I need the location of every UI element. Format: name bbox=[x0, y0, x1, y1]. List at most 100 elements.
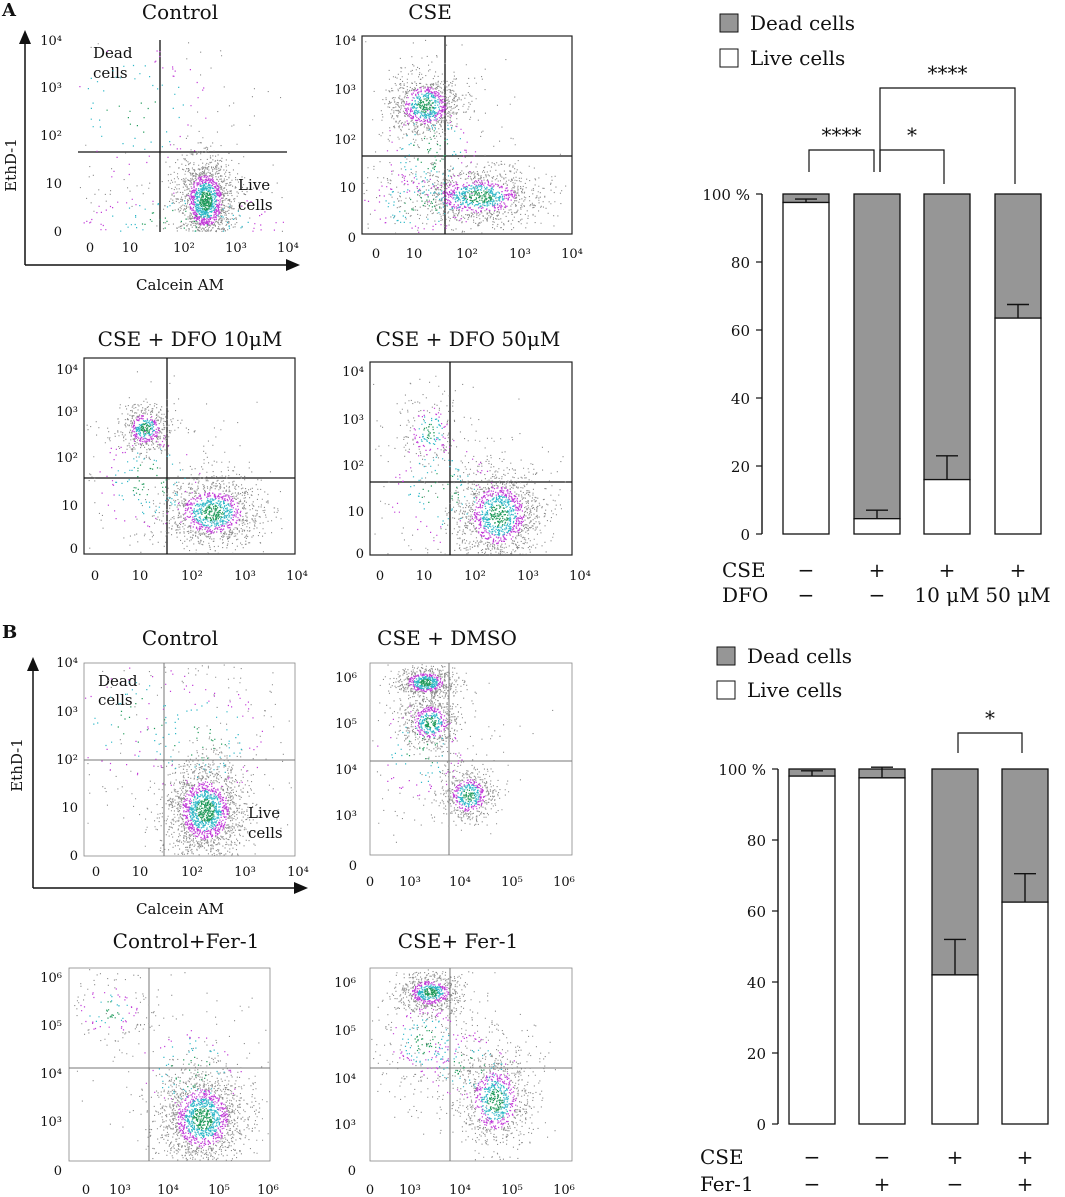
x-tick-1: 10 bbox=[416, 569, 433, 584]
condition-value: − bbox=[798, 583, 815, 607]
legend-swatch-dead bbox=[719, 13, 739, 33]
flow-b-cse-fer1-scatter bbox=[371, 969, 556, 1161]
y-tick-2: 10⁴ bbox=[335, 763, 357, 778]
legend-label-live: Live cells bbox=[750, 46, 845, 70]
flow-b-cse-fer1: CSE+ Fer-1 10⁶ 10⁵ 10⁴ 10³ 0 0 10³ 10⁴ 1… bbox=[334, 929, 575, 1197]
flow-b-control: Control EthD-1 Calcein AM Dead cells Liv… bbox=[8, 626, 309, 918]
x-tick-1: 10 bbox=[132, 569, 149, 584]
x-tick-0: 0 bbox=[376, 569, 384, 584]
bar-live-segment bbox=[931, 974, 979, 1125]
flow-b-xlabel: Calcein AM bbox=[136, 900, 224, 918]
x-tick-1: 10 bbox=[406, 247, 423, 262]
flow-a-dfo10: CSE + DFO 10μM 10⁴ 10³ 10² 10 0 0 10 10²… bbox=[56, 327, 308, 584]
bar-live-segment bbox=[853, 518, 901, 535]
y-tick-label: 100 % bbox=[702, 186, 750, 204]
scatter-events bbox=[372, 664, 554, 843]
y-tick-3: 10⁵ bbox=[40, 1019, 62, 1034]
y-tick-3: 10³ bbox=[56, 405, 78, 420]
x-tick-2: 10² bbox=[181, 569, 203, 584]
y-tick-1: 10 bbox=[61, 801, 78, 816]
y-tick-label: 80 bbox=[731, 254, 750, 272]
flow-a-control: Control EthD-1 Calcein AM Dead cells Liv… bbox=[2, 0, 300, 294]
flow-b-cse-dmso-title: CSE + DMSO bbox=[377, 626, 517, 650]
bar-live-segment bbox=[994, 317, 1042, 535]
significance-label: * bbox=[985, 706, 995, 730]
x-tick-0: 0 bbox=[92, 865, 100, 880]
flow-a-control-scatter bbox=[79, 42, 284, 233]
flow-a-ylabel: EthD-1 bbox=[2, 138, 20, 192]
scatter-density bbox=[132, 422, 224, 522]
y-tick-4: 10⁴ bbox=[40, 34, 62, 49]
y-tick-4: 10⁴ bbox=[342, 365, 364, 380]
flow-a-dfo50: CSE + DFO 50μM 10⁴ 10³ 10² 10 0 0 10 10²… bbox=[342, 327, 591, 584]
x-tick-3: 10³ bbox=[234, 569, 256, 584]
scatter-events bbox=[86, 371, 283, 554]
y-tick-2: 10² bbox=[334, 133, 356, 148]
flow-b-control-scatter bbox=[85, 664, 292, 856]
y-tick-0: 0 bbox=[349, 859, 357, 874]
significance-label: **** bbox=[928, 61, 968, 85]
x-tick-4: 10⁶ bbox=[257, 1183, 279, 1197]
bar-dead-segment bbox=[853, 193, 901, 520]
x-tick-2: 10² bbox=[456, 247, 478, 262]
x-tick-0: 0 bbox=[366, 1183, 374, 1197]
significance-bracket bbox=[808, 149, 875, 172]
scatter-events bbox=[373, 375, 572, 556]
y-tick-1: 10 bbox=[61, 499, 78, 514]
x-tick-0: 0 bbox=[82, 1183, 90, 1197]
x-tick-4: 10⁴ bbox=[287, 865, 309, 880]
panel-label-a: A bbox=[1, 0, 17, 21]
x-tick-2: 10² bbox=[464, 569, 486, 584]
x-tick-4: 10⁴ bbox=[569, 569, 591, 584]
quadrant-live-label-2: cells bbox=[248, 824, 283, 842]
bar-live-segment bbox=[858, 777, 906, 1125]
condition-value: − bbox=[947, 1172, 964, 1196]
condition-value: 10 μM bbox=[914, 583, 979, 607]
y-tick-3: 10³ bbox=[40, 81, 62, 96]
x-tick-4: 10⁶ bbox=[553, 875, 575, 890]
scatter-density bbox=[385, 92, 504, 224]
flow-b-control-fer1-scatter bbox=[74, 969, 269, 1162]
y-tick-0: 0 bbox=[70, 849, 78, 864]
x-tick-2: 10⁴ bbox=[449, 875, 471, 890]
scatter-density bbox=[392, 407, 525, 545]
y-tick-label: 20 bbox=[731, 458, 750, 476]
quadrant-dead-label-2: cells bbox=[93, 64, 128, 82]
legend-swatch-live bbox=[719, 48, 739, 68]
x-tick-1: 10 bbox=[122, 241, 139, 256]
y-tick-label: 20 bbox=[747, 1045, 766, 1063]
significance-bracket bbox=[879, 149, 945, 184]
x-tick-2: 10⁴ bbox=[157, 1183, 179, 1197]
flow-b-cse-dmso-scatter bbox=[372, 664, 554, 843]
scatter-density bbox=[85, 667, 263, 840]
bar-live-segment bbox=[788, 775, 836, 1125]
y-tick-3: 10³ bbox=[334, 83, 356, 98]
condition-value: + bbox=[947, 1145, 964, 1169]
y-tick-0: 0 bbox=[356, 547, 364, 562]
y-tick-0: 0 bbox=[54, 225, 62, 240]
scatter-density bbox=[414, 987, 504, 1112]
x-tick-3: 10⁵ bbox=[208, 1183, 230, 1197]
quadrant-live-label-2: cells bbox=[238, 196, 273, 214]
y-tick-4: 10⁴ bbox=[56, 363, 78, 378]
y-tick-1: 10 bbox=[339, 181, 356, 196]
significance-label: * bbox=[907, 123, 917, 147]
x-tick-1: 10³ bbox=[109, 1183, 131, 1197]
x-tick-4: 10⁶ bbox=[553, 1183, 575, 1197]
flow-a-dfo10-scatter bbox=[86, 371, 283, 554]
bar-live-segment bbox=[923, 478, 971, 535]
y-tick-4: 10⁴ bbox=[56, 656, 78, 671]
flow-b-control-fer1-title: Control+Fer-1 bbox=[113, 929, 260, 953]
condition-value: − bbox=[804, 1145, 821, 1169]
y-tick-3: 10³ bbox=[342, 413, 364, 428]
x-tick-2: 10² bbox=[181, 865, 203, 880]
x-tick-0: 0 bbox=[86, 241, 94, 256]
y-tick-0: 0 bbox=[348, 231, 356, 246]
y-tick-2: 10² bbox=[342, 459, 364, 474]
x-tick-3: 10³ bbox=[225, 241, 247, 256]
y-tick-0: 0 bbox=[348, 1164, 356, 1179]
scatter-density bbox=[408, 416, 517, 537]
condition-value: + bbox=[1017, 1145, 1034, 1169]
